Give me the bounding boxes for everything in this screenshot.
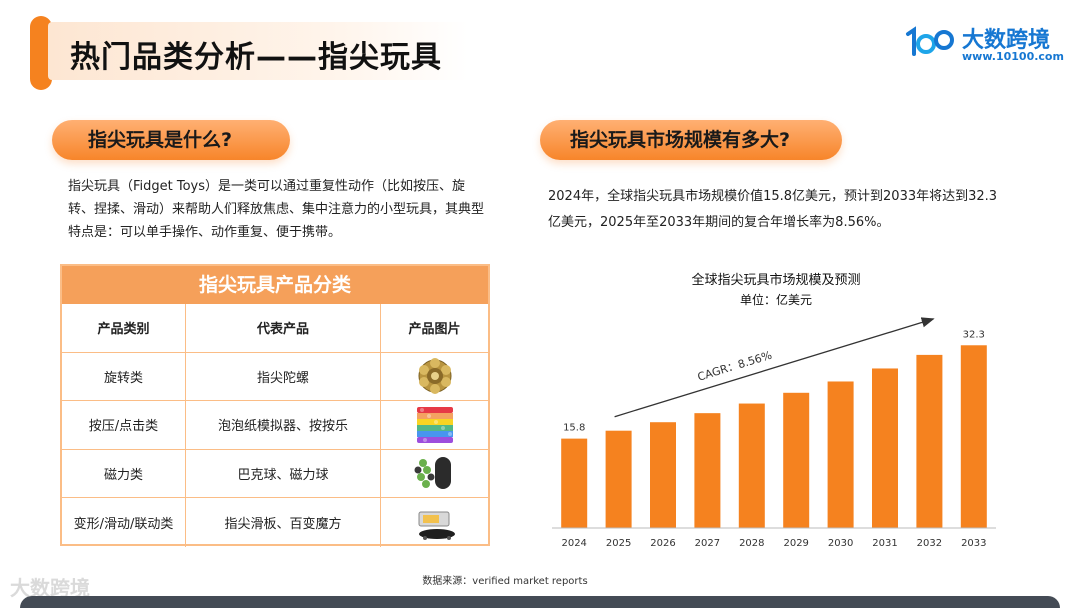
table-cell-product: 指尖滑板、百变魔方 [186, 498, 381, 547]
x-tick-label: 2025 [606, 538, 631, 549]
logo-url: www.10100.com [962, 50, 1064, 63]
left-description: 指尖玩具（Fidget Toys）是一类可以通过重复性动作（比如按压、旋转、捏揉… [68, 179, 485, 240]
table-cell-category: 旋转类 [62, 352, 186, 401]
x-tick-label: 2033 [961, 538, 986, 549]
right-description: 2024年，全球指尖玩具市场规模价值15.8亿美元，预计到2033年将达到32.… [548, 189, 998, 230]
x-tick-label: 2024 [561, 538, 586, 549]
data-source: 数据来源：verified market reports [422, 576, 588, 587]
pop-it-image [416, 406, 453, 443]
table-header-category: 产品类别 [62, 304, 186, 353]
page-title: 热门品类分析——指尖玩具 [70, 40, 442, 75]
bar-2025 [605, 430, 632, 528]
table-cell-product: 泡泡纸模拟器、按按乐 [186, 401, 381, 450]
chart-title: 全球指尖玩具市场规模及预测 [691, 272, 860, 288]
trend-arrow [614, 317, 935, 418]
table-cell-image [381, 401, 488, 450]
cagr-annotation: CAGR：8.56% [696, 349, 774, 384]
table-header-product: 代表产品 [186, 304, 381, 353]
logo-mark-icon [906, 26, 954, 56]
x-tick-label: 2029 [783, 538, 808, 549]
section-pill-market: 指尖玩具市场规模有多大? [540, 120, 842, 160]
table-grid: 产品类别 代表产品 产品图片 旋转类 指尖陀螺 按压/点击类 泡泡纸模拟器、按按… [62, 304, 488, 547]
title-accent-bar [30, 16, 52, 90]
section-pill-what: 指尖玩具是什么? [52, 120, 290, 160]
chart-subtitle: 单位：亿美元 [740, 292, 812, 307]
table-cell-product: 巴克球、磁力球 [186, 449, 381, 498]
bar-2031 [872, 368, 898, 528]
table-cell-category: 按压/点击类 [62, 401, 186, 450]
table-cell-image [381, 353, 488, 401]
magnetic-balls-image [414, 457, 451, 490]
table-cell-image [381, 450, 488, 498]
x-tick-label: 2027 [695, 538, 720, 549]
bottom-bar [20, 596, 1060, 608]
table-cell-category: 磁力类 [62, 449, 186, 498]
x-tick-label: 2030 [828, 538, 853, 549]
finger-skateboard-image [418, 511, 455, 541]
bar-2032 [916, 354, 943, 528]
table-cell-image [381, 498, 488, 547]
bar-2029 [783, 392, 810, 528]
table-cell-category: 变形/滑动/联动类 [62, 498, 186, 547]
x-tick-label: 2028 [739, 538, 764, 549]
bar-2026 [650, 422, 676, 528]
bar-2030 [827, 381, 854, 528]
data-label-2024: 15.8 [563, 423, 585, 434]
bar-2033 [960, 345, 987, 528]
fidget-spinner-image [418, 358, 451, 395]
table-header-image: 产品图片 [381, 304, 488, 353]
data-label-2033: 32.3 [963, 329, 985, 340]
category-table: 指尖玩具产品分类 产品类别 代表产品 产品图片 旋转类 指尖陀螺 按压/点击类 … [60, 264, 490, 547]
x-tick-label: 2026 [650, 538, 675, 549]
brand-logo: 大数跨境 www.10100.com [904, 22, 1064, 66]
table-title: 指尖玩具产品分类 [62, 266, 488, 304]
market-size-chart: 全球指尖玩具市场规模及预测 单位：亿美元 2024 15.8 2025 2026 2027 2… [548, 262, 1000, 552]
bar-2024 [561, 438, 588, 528]
bar-2027 [694, 413, 721, 528]
x-tick-label: 2032 [917, 538, 942, 549]
table-cell-product: 指尖陀螺 [186, 352, 381, 401]
title-background [48, 22, 468, 80]
bar-2028 [738, 403, 765, 528]
x-tick-label: 2031 [872, 538, 897, 549]
logo-name: 大数跨境 [962, 28, 1051, 53]
